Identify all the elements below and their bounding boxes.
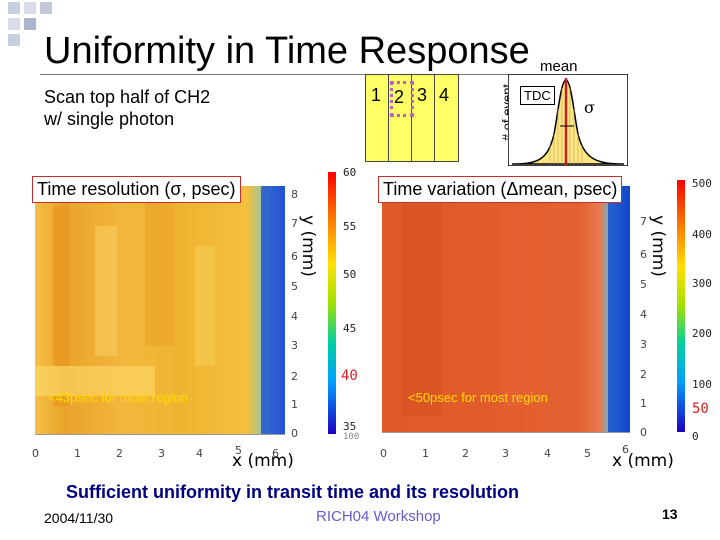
scan-description: Scan top half of CH2 w/ single photon <box>44 87 211 129</box>
left-colorbar-tick: 55 <box>343 220 357 233</box>
right-xtick: 5 <box>584 447 591 460</box>
right-colorbar-strip <box>677 180 685 432</box>
right-xtick: 0 <box>380 447 387 460</box>
right-plot-label: Time variation (Δmean, psec) <box>378 176 623 203</box>
left-xtick: 2 <box>116 447 123 460</box>
footer-event: RICH04 Workshop <box>316 508 441 525</box>
left-colorbar-tick: 50 <box>343 268 357 281</box>
left-xtick: 4 <box>196 447 203 460</box>
right-ytick: 3 <box>640 338 647 351</box>
left-xtick: 5 <box>235 444 242 457</box>
title-underline <box>40 74 510 75</box>
left-colorbar-bottom: 100 <box>343 432 360 442</box>
right-xtick: 6 <box>622 443 629 456</box>
scan-region-marker <box>390 81 414 117</box>
conclusion-text: Sufficient uniformity in transit time an… <box>66 482 520 502</box>
pixel-label: 1 <box>371 85 382 105</box>
right-colorbar-tick: 200 <box>692 327 712 340</box>
left-xtick: 0 <box>32 447 39 460</box>
right-ytick: 2 <box>640 368 647 381</box>
right-colorbar-highlight: 50 <box>692 401 709 417</box>
right-colorbar-tick: 300 <box>692 277 712 290</box>
pixel-label: 3 <box>417 85 428 105</box>
right-ytick: 7 <box>640 215 647 228</box>
pixel-layout: 1 2 3 4 <box>365 74 459 162</box>
right-ytick: 5 <box>640 278 647 291</box>
left-ytick: 8 <box>291 188 298 201</box>
pixel-label: 2 <box>394 87 405 107</box>
left-annotation: <43psec for most region <box>48 390 188 405</box>
right-xtick: 1 <box>422 447 429 460</box>
left-ytick: 3 <box>291 339 298 352</box>
page-number: 13 <box>662 506 678 522</box>
left-ytick: 7 <box>291 217 298 230</box>
left-plot-label: Time resolution (σ, psec) <box>32 176 241 203</box>
right-ytick: 1 <box>640 397 647 410</box>
page-title: Uniformity in Time Response <box>44 30 530 72</box>
right-colorbar-tick: 500 <box>692 177 712 190</box>
inset-mean-label: mean <box>540 58 578 75</box>
left-ytick: 0 <box>291 427 298 440</box>
right-colorbar-tick: 100 <box>692 378 712 391</box>
right-ytick: 4 <box>640 308 647 321</box>
right-xtick: 3 <box>502 447 509 460</box>
left-colorbar-tick: 35 <box>343 420 357 433</box>
left-heatmap <box>35 186 285 434</box>
right-ylabel: y (mm) <box>648 215 668 277</box>
left-xtick: 1 <box>74 447 81 460</box>
right-xlabel: x (mm) <box>612 451 674 471</box>
right-ytick: 6 <box>640 248 647 261</box>
left-xlabel: x (mm) <box>232 451 294 471</box>
left-colorbar-tick: 60 <box>343 166 357 179</box>
footer-date: 2004/11/30 <box>44 510 114 526</box>
right-xtick: 4 <box>544 447 551 460</box>
right-ytick: 0 <box>640 426 647 439</box>
left-ytick: 5 <box>291 280 298 293</box>
inset-tdc-label: TDC <box>520 86 555 105</box>
left-ytick: 4 <box>291 310 298 323</box>
left-colorbar-highlight: 40 <box>341 368 358 384</box>
left-ylabel: y (mm) <box>298 215 318 277</box>
right-colorbar-tick: 0 <box>692 430 699 443</box>
right-heatmap <box>382 186 630 432</box>
left-colorbar-strip <box>328 172 336 434</box>
right-colorbar-tick: 400 <box>692 228 712 241</box>
inset-sigma-label: σ <box>584 98 595 117</box>
left-ytick: 6 <box>291 250 298 263</box>
right-annotation: <50psec for most region <box>408 390 548 405</box>
left-ytick: 2 <box>291 370 298 383</box>
right-xtick: 2 <box>462 447 469 460</box>
left-ytick: 1 <box>291 398 298 411</box>
pixel-label: 4 <box>439 85 450 105</box>
left-xtick: 6 <box>272 447 279 460</box>
left-xtick: 3 <box>158 447 165 460</box>
left-colorbar-tick: 45 <box>343 322 357 335</box>
